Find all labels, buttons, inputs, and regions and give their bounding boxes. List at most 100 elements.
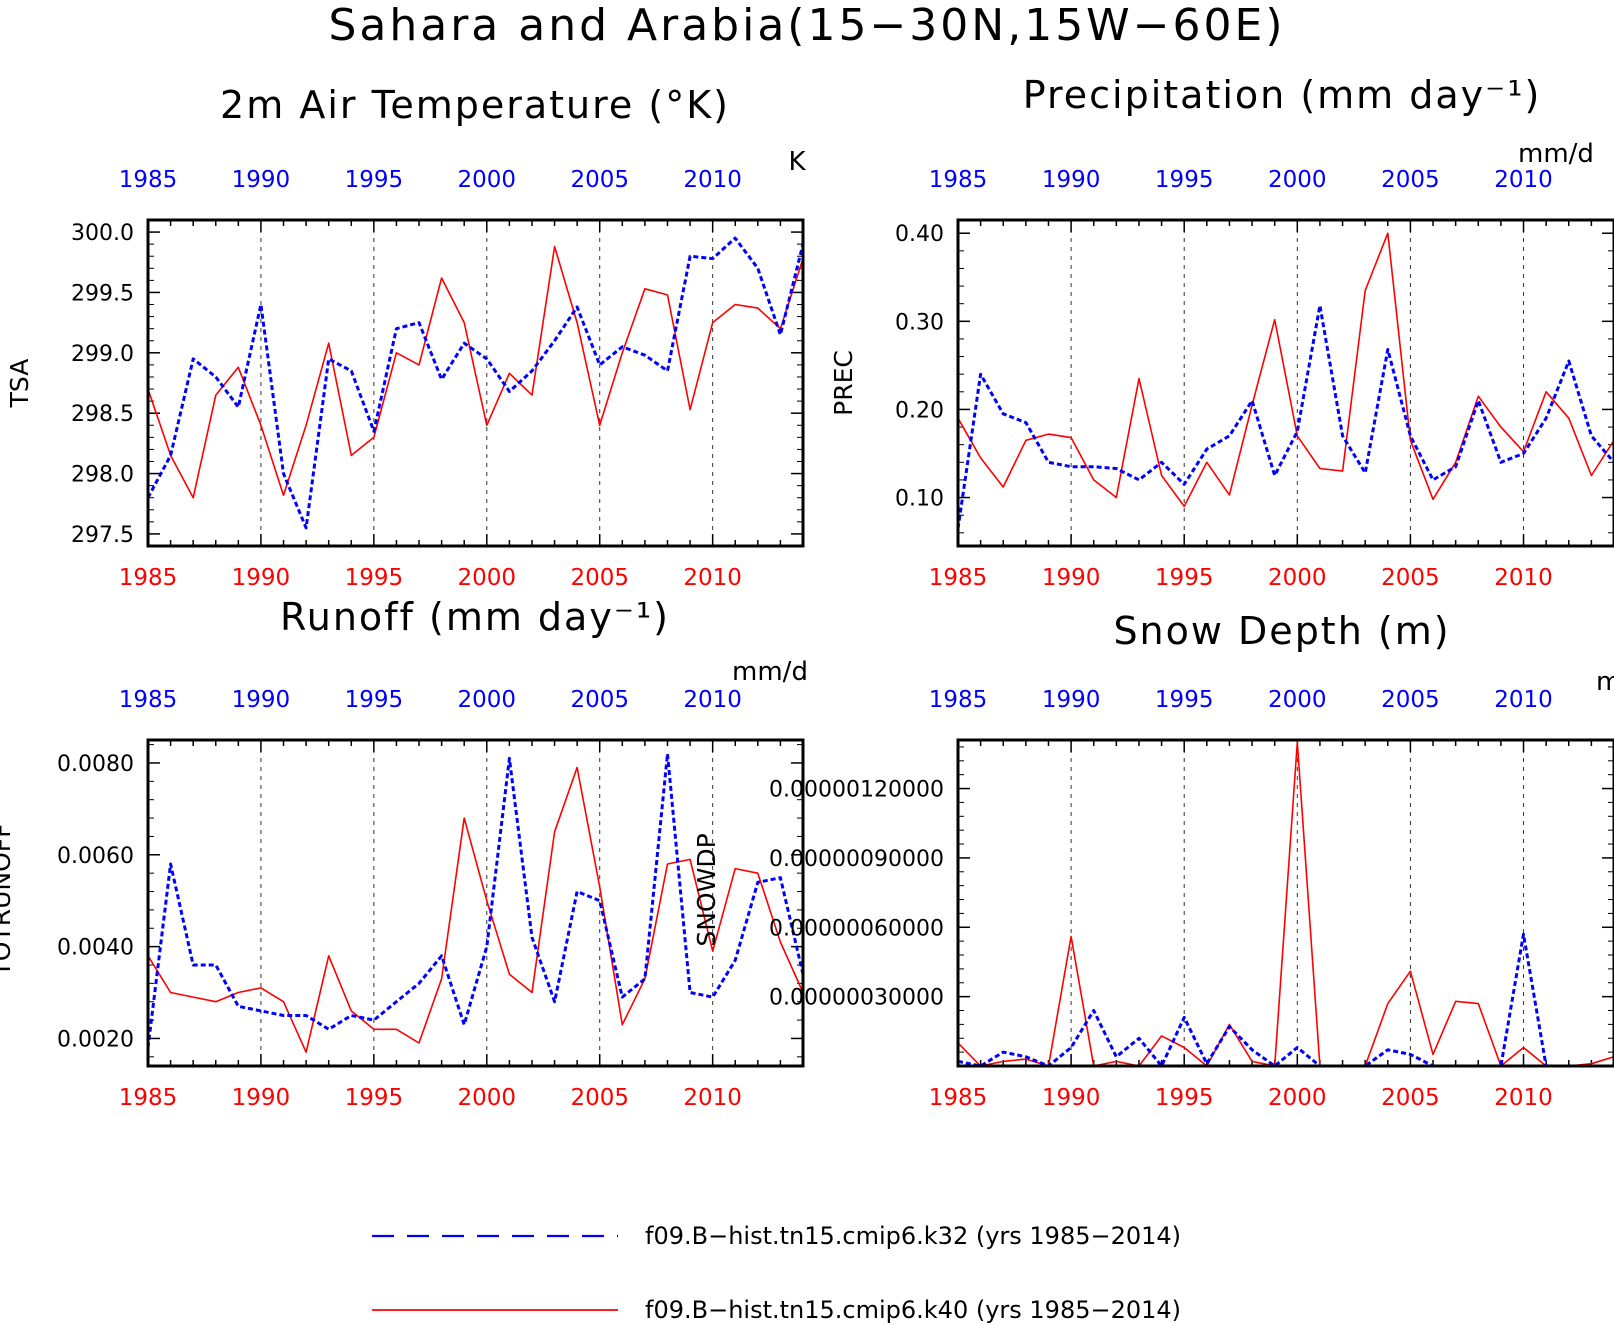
units-label: mm/d xyxy=(732,657,808,687)
series-line-k40 xyxy=(958,232,1614,508)
x-tick-label-top: 1990 xyxy=(1042,167,1101,193)
panel-title: 2m Air Temperature (°K) xyxy=(220,83,730,127)
x-tick-label-top: 2005 xyxy=(1381,687,1440,713)
plot-area: 1985 1985 1990 1990 1995 1995 2000 2000 2005 2005… xyxy=(769,687,1614,1111)
plot-frame xyxy=(956,218,1614,548)
x-tick-label-bottom: 1995 xyxy=(1155,1085,1214,1111)
y-tick-label: 299.5 xyxy=(71,281,134,306)
y-tick-label: 300.0 xyxy=(71,221,134,246)
panel-tsa: 2m Air Temperature (°K) K TSA 1985198519… xyxy=(5,83,806,591)
x-tick-label-top: 1990 xyxy=(232,167,291,193)
x-tick-label-top: 1985 xyxy=(119,167,178,193)
y-tick-label: 0.0080 xyxy=(57,752,134,777)
x-tick-label-bottom: 2005 xyxy=(570,1085,629,1111)
panel-snowdp: Snow Depth (m) m SNOWDP 1985 1985 1990 1990… xyxy=(692,609,1614,1111)
x-tick-label-bottom: 1995 xyxy=(1155,565,1214,591)
x-tick-label-bottom: 2010 xyxy=(1494,565,1553,591)
x-tick-label-top: 2010 xyxy=(1494,167,1553,193)
x-tick-label-bottom: 1990 xyxy=(1042,1085,1101,1111)
y-tick-label: 0.0040 xyxy=(57,936,134,961)
plot-frame xyxy=(146,218,805,548)
y-tick-label: 299.0 xyxy=(71,342,134,367)
x-tick-label-top: 2010 xyxy=(1494,687,1553,713)
legend-label: f09.B−hist.tn15.cmip6.k32 (yrs 1985−2014… xyxy=(645,1222,1181,1250)
y-tick-label: 0.0060 xyxy=(57,844,134,869)
y-axis-label: TSA xyxy=(5,359,34,409)
legend: f09.B−hist.tn15.cmip6.k32 (yrs 1985−2014… xyxy=(372,1222,1181,1324)
x-tick-label-bottom: 1990 xyxy=(232,565,291,591)
y-tick-label: 0.20 xyxy=(895,398,944,423)
x-tick-label-top: 2005 xyxy=(570,687,629,713)
x-tick-label-bottom: 1990 xyxy=(1042,565,1101,591)
series-line-k40 xyxy=(958,741,1614,1066)
x-tick-label-top: 1990 xyxy=(1042,687,1101,713)
y-tick-label: 297.5 xyxy=(71,523,134,548)
x-tick-label-bottom: 2000 xyxy=(1268,1085,1327,1111)
x-tick-label-top: 1995 xyxy=(345,167,404,193)
y-tick-label: 0.10 xyxy=(895,487,944,512)
x-tick-label-top: 1995 xyxy=(1155,167,1214,193)
x-tick-label-bottom: 2005 xyxy=(570,565,629,591)
series-line-k32 xyxy=(148,752,803,1048)
x-tick-label-top: 2000 xyxy=(1268,167,1327,193)
y-tick-label: 0.00000090000 xyxy=(769,847,944,872)
x-tick-label-bottom: 2000 xyxy=(458,565,517,591)
figure-title: Sahara and Arabia(15−30N,15W−60E) xyxy=(328,0,1285,51)
units-label: m xyxy=(1596,667,1614,697)
panel-title: Runoff (mm day⁻¹) xyxy=(280,595,670,639)
x-tick-label-top: 1995 xyxy=(345,687,404,713)
series-line-k32 xyxy=(958,304,1614,529)
x-tick-label-bottom: 1995 xyxy=(345,1085,404,1111)
y-axis-label: PREC xyxy=(829,350,858,416)
x-tick-label-top: 2000 xyxy=(458,687,517,713)
x-tick-label-top: 2000 xyxy=(1268,687,1327,713)
x-tick-label-top: 2010 xyxy=(683,167,742,193)
x-tick-label-top: 1990 xyxy=(232,687,291,713)
y-axis-label: TOTRUNOFF xyxy=(0,823,16,977)
panel-prec: Precipitation (mm day⁻¹) mm/d PREC 19851… xyxy=(829,73,1614,591)
x-tick-label-bottom: 2000 xyxy=(1268,565,1327,591)
y-tick-label: 0.00000030000 xyxy=(769,986,944,1011)
y-tick-label: 0.0020 xyxy=(57,1027,134,1052)
x-tick-label-top: 2005 xyxy=(570,167,629,193)
y-tick-label: 0.30 xyxy=(895,310,944,335)
series-line-k32 xyxy=(958,932,1614,1066)
x-tick-label-top: 1995 xyxy=(1155,687,1214,713)
legend-label: f09.B−hist.tn15.cmip6.k40 (yrs 1985−2014… xyxy=(645,1296,1181,1324)
x-tick-label-top: 1985 xyxy=(929,167,988,193)
x-tick-label-bottom: 2010 xyxy=(683,565,742,591)
x-tick-label-bottom: 1985 xyxy=(119,565,178,591)
x-tick-label-bottom: 1990 xyxy=(232,1085,291,1111)
y-axis-label: SNOWDP xyxy=(692,833,721,946)
units-label: mm/d xyxy=(1518,139,1594,169)
x-tick-label-bottom: 2010 xyxy=(683,1085,742,1111)
panel-runoff: Runoff (mm day⁻¹) mm/d TOTRUNOFF 1985198… xyxy=(0,595,808,1111)
series-line-k40 xyxy=(148,245,803,499)
x-tick-label-top: 2005 xyxy=(1381,167,1440,193)
units-label: K xyxy=(788,147,806,177)
y-tick-label: 298.0 xyxy=(71,463,134,488)
x-tick-label-bottom: 1985 xyxy=(929,1085,988,1111)
plot-area: 1985 1985 1990 1990 1995 1995 2000 2000 2005 2005… xyxy=(57,687,805,1111)
x-tick-label-bottom: 1985 xyxy=(929,565,988,591)
x-tick-label-top: 1985 xyxy=(119,687,178,713)
y-tick-label: 0.00000120000 xyxy=(769,778,944,803)
x-tick-label-top: 2010 xyxy=(683,687,742,713)
x-tick-label-top: 2000 xyxy=(458,167,517,193)
panel-title: Snow Depth (m) xyxy=(1113,609,1450,653)
plot-frame xyxy=(146,738,805,1068)
series-line-k32 xyxy=(148,236,803,530)
plot-area: 1985 1985 1990 1990 1995 1995 2000 2000 2005 2005… xyxy=(895,167,1614,591)
plot-frame xyxy=(956,738,1614,1068)
x-tick-label-bottom: 1985 xyxy=(119,1085,178,1111)
x-tick-label-bottom: 2000 xyxy=(458,1085,517,1111)
x-tick-label-bottom: 1995 xyxy=(345,565,404,591)
y-tick-label: 0.00000060000 xyxy=(769,916,944,941)
x-tick-label-top: 1985 xyxy=(929,687,988,713)
x-tick-label-bottom: 2005 xyxy=(1381,565,1440,591)
plot-area: 1985 1985 1990 1990 1995 1995 2000 2000 2005 2005… xyxy=(71,167,805,591)
y-tick-label: 0.40 xyxy=(895,222,944,247)
series-line-k40 xyxy=(148,766,803,1053)
panel-title: Precipitation (mm day⁻¹) xyxy=(1023,73,1542,117)
